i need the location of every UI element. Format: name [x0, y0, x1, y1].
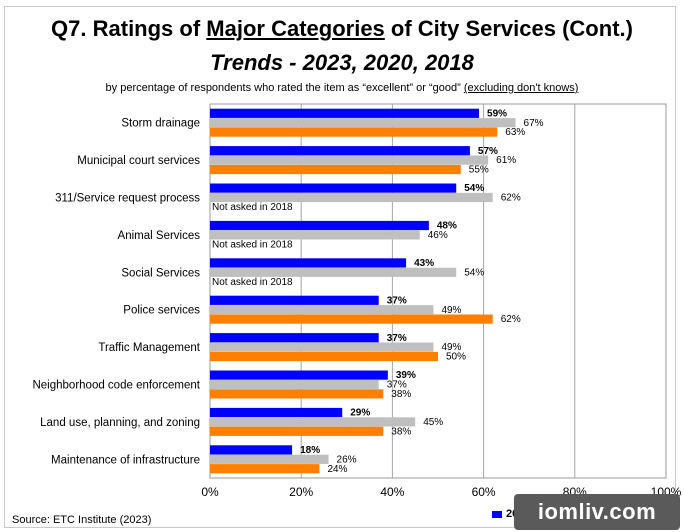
x-tick-label: 40%	[380, 485, 404, 499]
data-label: 62%	[501, 314, 521, 325]
data-label: 29%	[350, 408, 370, 419]
x-tick-label: 0%	[201, 485, 219, 499]
not-asked-note: Not asked in 2018	[212, 277, 293, 288]
data-label: 63%	[505, 127, 525, 138]
not-asked-note: Not asked in 2018	[212, 239, 293, 250]
data-label: 24%	[327, 464, 347, 475]
data-label: 49%	[441, 342, 461, 353]
category-label: Municipal court services	[77, 155, 200, 167]
data-label: 50%	[446, 352, 466, 363]
data-label: 39%	[396, 370, 416, 381]
x-tick-label: 60%	[472, 485, 496, 499]
chart-subtitle: by percentage of respondents who rated t…	[105, 82, 579, 94]
chart-title: Q7. Ratings of Major Categories of City …	[51, 16, 633, 41]
data-label: 43%	[414, 258, 434, 269]
bar	[210, 426, 384, 436]
data-label: 59%	[487, 108, 507, 119]
bar	[210, 295, 379, 305]
bar	[210, 333, 379, 343]
bar	[210, 183, 457, 193]
data-label: 57%	[478, 146, 498, 157]
data-label: 55%	[469, 165, 489, 176]
category-label: Animal Services	[118, 230, 201, 242]
bar	[210, 351, 438, 362]
watermark-logo: iomliv.com	[514, 494, 680, 530]
category-label: 311/Service request process	[55, 193, 200, 205]
bar	[210, 127, 498, 137]
bar	[210, 258, 407, 268]
data-label: 62%	[501, 193, 521, 204]
bar	[210, 379, 379, 390]
category-label: Police services	[123, 305, 200, 317]
data-label: 54%	[464, 267, 484, 278]
data-label: 49%	[441, 305, 461, 316]
data-label: 37%	[387, 380, 407, 391]
bar	[210, 146, 470, 156]
data-label: 37%	[387, 333, 407, 344]
bar	[210, 464, 320, 474]
category-label: Maintenance of infrastructure	[51, 454, 200, 466]
bar	[210, 267, 457, 277]
bar	[210, 389, 384, 399]
bar	[210, 164, 461, 175]
data-label: 46%	[428, 230, 448, 241]
bar	[210, 155, 489, 165]
x-tick-label: 20%	[289, 485, 313, 499]
data-label: 18%	[300, 445, 320, 456]
data-label: 61%	[496, 155, 516, 166]
data-label: 67%	[524, 118, 544, 129]
bar	[210, 445, 293, 455]
bar	[210, 230, 420, 240]
data-label: 48%	[437, 221, 457, 232]
bar	[210, 314, 493, 324]
bar	[210, 220, 429, 231]
data-label: 45%	[423, 417, 443, 428]
bar	[210, 192, 493, 203]
not-asked-note: Not asked in 2018	[212, 202, 293, 213]
data-label: 37%	[387, 295, 407, 306]
bar	[210, 305, 434, 315]
title-underlined: Major Categories	[206, 16, 385, 41]
category-label: Neighborhood code enforcement	[32, 380, 200, 392]
bar	[210, 370, 388, 380]
legend-swatch	[492, 510, 502, 518]
plot-area	[209, 103, 667, 479]
category-label: Storm drainage	[121, 118, 200, 130]
subtitle-underlined: (excluding don't knows)	[463, 82, 579, 94]
data-label: 26%	[337, 454, 357, 465]
bar	[210, 118, 516, 128]
category-label: Land use, planning, and zoning	[40, 417, 200, 429]
category-label: Traffic Management	[98, 342, 200, 354]
bar	[210, 407, 343, 418]
data-label: 38%	[391, 426, 411, 437]
bar	[210, 454, 329, 464]
source-note: Source: ETC Institute (2023)	[12, 514, 152, 526]
bar	[210, 342, 434, 352]
category-label: Social Services	[121, 267, 200, 279]
data-label: 38%	[391, 389, 411, 400]
data-label: 54%	[464, 183, 484, 194]
bar	[210, 108, 480, 118]
bar	[210, 417, 416, 427]
chart-title-line2: Trends - 2023, 2020, 2018	[210, 50, 474, 75]
